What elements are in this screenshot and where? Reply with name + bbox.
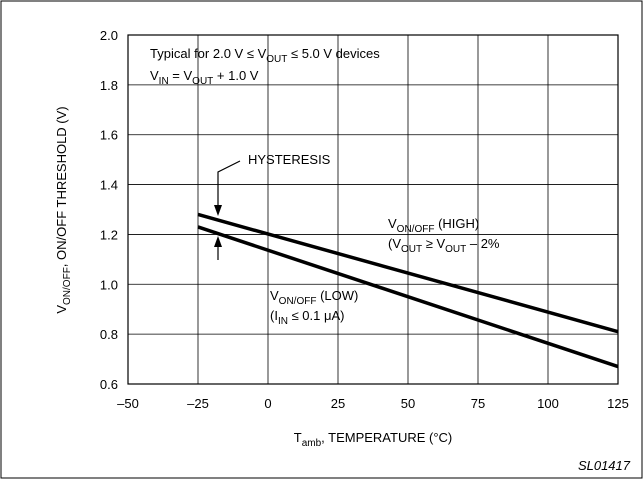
annotation: Typical for 2.0 V ≤ VOUT ≤ 5.0 V devices: [150, 46, 380, 65]
text-part: (I: [270, 308, 278, 323]
text-part: (LOW): [316, 288, 358, 303]
plot-border: [127, 34, 619, 385]
y-tick-label: 1.2: [100, 227, 118, 242]
hysteresis-arrows: [214, 160, 241, 260]
grid: [127, 34, 619, 385]
y-tick-label: 1.6: [100, 128, 118, 143]
labels: –50 –25 0 25 50 75 100 125 0.6 0.8 1.0 1.2 1.4 1.6 1.8…: [54, 28, 629, 449]
text-part: ON/OFF: [62, 267, 73, 305]
text-part: IN: [159, 76, 169, 87]
text-part: IN: [278, 316, 288, 327]
y-axis-label: VON/OFF, ON/OFF THRESHOLD (V): [54, 106, 73, 313]
text-part: ≥ V: [422, 236, 445, 251]
text-part: V: [54, 305, 69, 314]
y-tick-label: 0.8: [100, 327, 118, 342]
x-tick-label: 125: [607, 396, 629, 411]
text-part: OUT: [445, 244, 466, 255]
text-part: V: [150, 68, 159, 83]
text-part: OUT: [266, 54, 287, 65]
text-part: ≤ 0.1 μA): [288, 308, 345, 323]
leader-line: [217, 160, 241, 206]
text-part: V: [388, 216, 397, 231]
x-tick-label: 50: [401, 396, 415, 411]
marks: [197, 212, 619, 369]
x-tick-label: 0: [264, 396, 271, 411]
text-part: , ON/OFF THRESHOLD (V): [54, 106, 69, 267]
text-part: amb: [302, 438, 322, 449]
text-part: Typical for 2.0 V ≤ V: [150, 46, 267, 61]
text-part: ON/OFF: [279, 296, 317, 307]
footer: SL01417: [578, 458, 631, 473]
x-axis-label: Tamb, TEMPERATURE (°C): [294, 430, 453, 449]
series-label: VON/OFF (HIGH): [388, 216, 479, 235]
y-tick-label: 1.4: [100, 178, 118, 193]
arrow-head: [214, 236, 222, 247]
arrow-head: [214, 205, 222, 216]
text-part: V: [270, 288, 279, 303]
annotation: HYSTERESIS: [248, 152, 331, 167]
y-tick-label: 1.8: [100, 78, 118, 93]
y-tick-label: 2.0: [100, 28, 118, 43]
series-label: VON/OFF (LOW): [270, 288, 358, 307]
x-tick-label: –50: [117, 396, 139, 411]
text-part: HYSTERESIS: [248, 152, 331, 167]
annotation: VIN = VOUT + 1.0 V: [150, 68, 259, 87]
annotation: (IIN ≤ 0.1 μA): [270, 308, 345, 327]
text-part: ≤ 5.0 V devices: [287, 46, 380, 61]
text-part: OUT: [192, 76, 213, 87]
text-part: (HIGH): [434, 216, 479, 231]
x-tick-label: 75: [471, 396, 485, 411]
x-tick-label: –25: [187, 396, 209, 411]
text-part: OUT: [401, 244, 422, 255]
y-tick-label: 0.6: [100, 377, 118, 392]
y-tick-label: 1.0: [100, 277, 118, 292]
text-part: – 2%: [466, 236, 500, 251]
text-part: T: [294, 430, 302, 445]
text-part: (V: [388, 236, 401, 251]
text-part: + 1.0 V: [213, 68, 258, 83]
x-tick-label: 25: [331, 396, 345, 411]
annotation: (VOUT ≥ VOUT – 2%: [388, 236, 500, 255]
text-part: = V: [169, 68, 193, 83]
text-part: , TEMPERATURE (°C): [321, 430, 452, 445]
text-part: ON/OFF: [397, 224, 435, 235]
x-tick-label: 100: [537, 396, 559, 411]
series-line: [197, 225, 619, 369]
series-line: [197, 212, 619, 334]
